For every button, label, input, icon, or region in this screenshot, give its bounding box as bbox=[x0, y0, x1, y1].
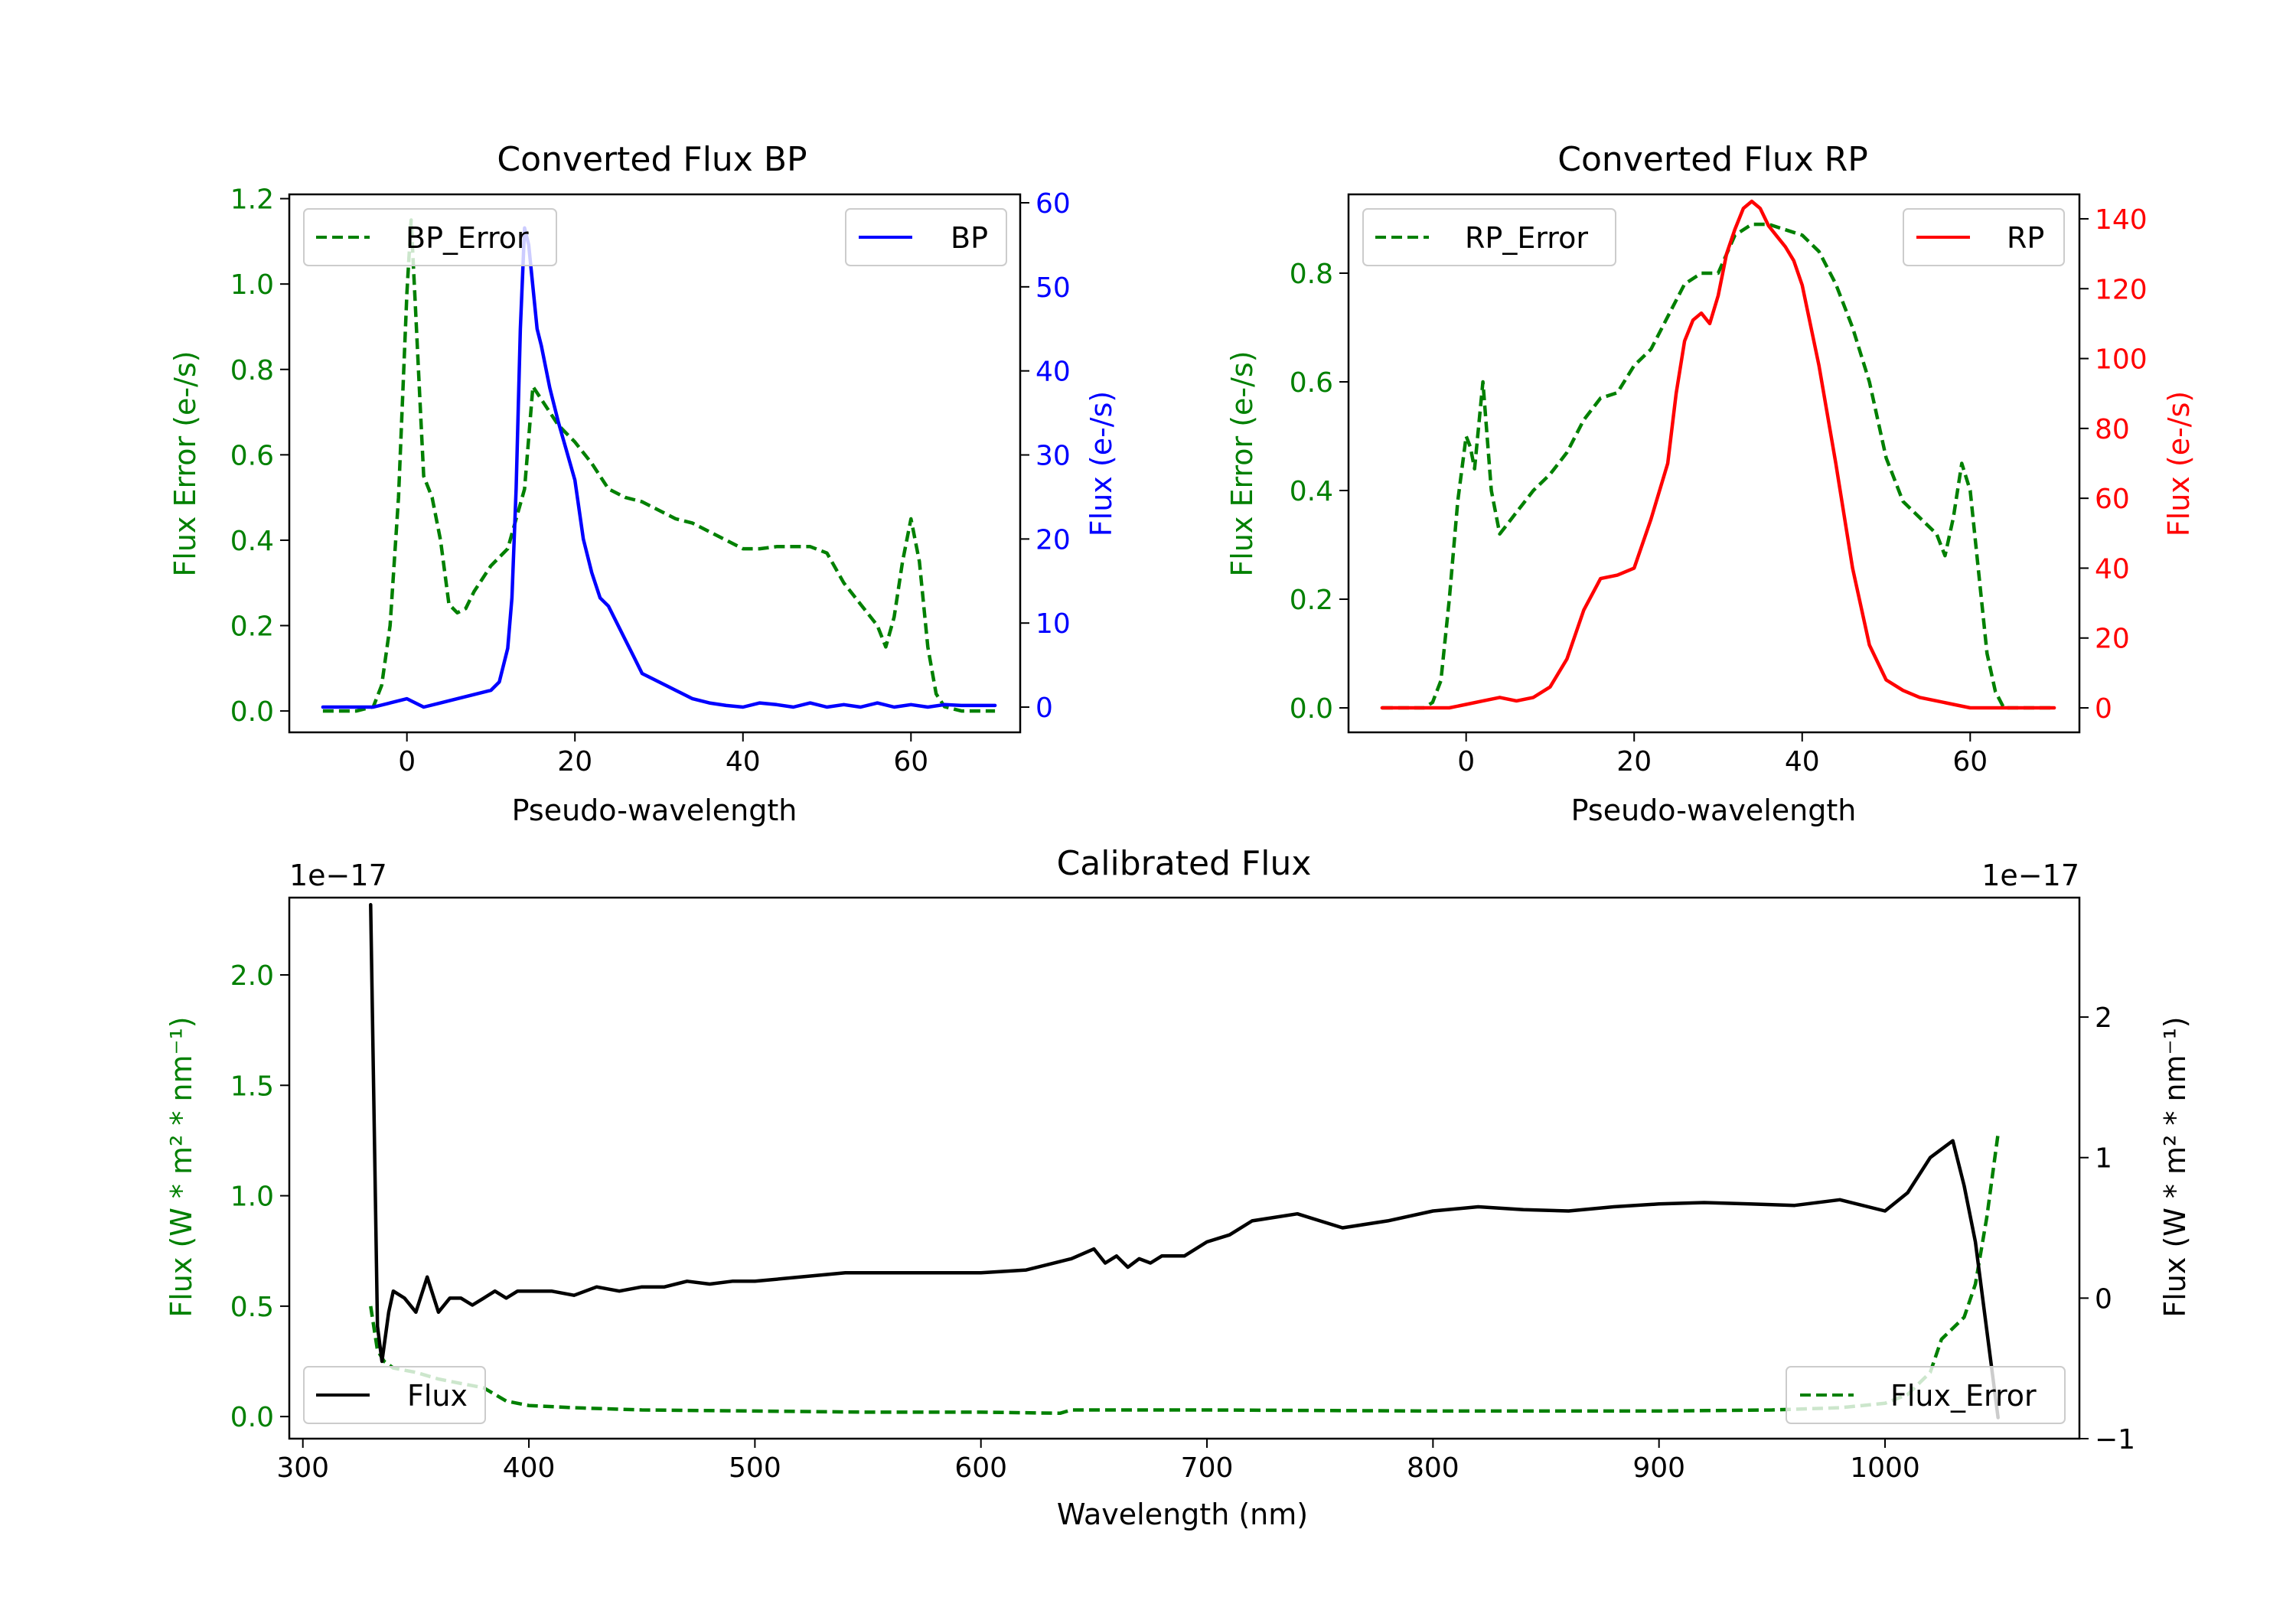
rp-x-tick-label: 40 bbox=[1785, 746, 1820, 777]
bp-x-tick-label: 40 bbox=[726, 746, 761, 777]
panel-calibrated: Calibrated Flux 1e−17 1e−17 300 400 500 600… bbox=[165, 844, 2192, 1531]
bp-y-left-tick-label: 0.0 bbox=[230, 696, 274, 728]
calibrated-offset-left: 1e−17 bbox=[289, 859, 387, 892]
rp-y-left-tick-label: 0.8 bbox=[1290, 259, 1333, 290]
rp-y-left-tick-label: 0.2 bbox=[1290, 585, 1333, 616]
rp-error-legend-label: RP_Error bbox=[1465, 221, 1588, 255]
calibrated-y-left-tick-label: 2.0 bbox=[230, 960, 274, 992]
bp-series-bp-error-line bbox=[322, 218, 996, 713]
bp-legend-label: BP bbox=[951, 221, 988, 255]
bp-y-left-tick-label: 0.2 bbox=[230, 611, 274, 643]
panel-rp: Converted Flux RP 0 20 40 60 0.0 0.2 0.4 0.6 0.8… bbox=[1225, 140, 2196, 827]
bp-y-left-tick-label: 0.6 bbox=[230, 440, 274, 471]
rp-y-right-label: Flux (e-/s) bbox=[2162, 391, 2196, 536]
bp-x-tick-label: 20 bbox=[557, 746, 592, 777]
rp-axes-frame bbox=[1347, 193, 2081, 734]
calibrated-legend-right: Flux_Error bbox=[1786, 1366, 2066, 1424]
calibrated-y-right-tick-label: −1 bbox=[2095, 1424, 2135, 1455]
rp-y-right-tick-label: 80 bbox=[2095, 414, 2130, 445]
rp-y-right-tick-label: 40 bbox=[2095, 553, 2130, 585]
rp-series-rp-error-line bbox=[1381, 222, 2055, 710]
bp-plot-area: 0 20 40 60 0.0 0.2 0.4 0.6 0.8 1.0 1.2 0 10 20 30 40 50 6… bbox=[230, 184, 1071, 777]
calibrated-y-right-tick-label: 2 bbox=[2095, 1002, 2112, 1034]
calibrated-y-left-tick-label: 1.0 bbox=[230, 1182, 274, 1213]
rp-y-right-tick-label: 60 bbox=[2095, 484, 2130, 515]
calibrated-x-tick-label: 500 bbox=[729, 1452, 781, 1484]
bp-y-left-tick-label: 1.0 bbox=[230, 269, 274, 301]
bp-y-left-tick-label: 0.4 bbox=[230, 526, 274, 557]
rp-y-left-label: Flux Error (e-/s) bbox=[1225, 350, 1259, 576]
rp-series-rp-line bbox=[1380, 199, 2056, 710]
bp-x-axis-label: Pseudo-wavelength bbox=[512, 794, 797, 827]
rp-plot-area: 0 20 40 60 0.0 0.2 0.4 0.6 0.8 0 20 40 60 80 100 120 140 bbox=[1290, 199, 2148, 777]
rp-y-right-tick-label: 20 bbox=[2095, 624, 2130, 655]
rp-y-left-tick-label: 0.0 bbox=[1290, 693, 1333, 725]
rp-y-right-tick-label: 120 bbox=[2095, 274, 2148, 305]
bp-y-left-tick-label: 1.2 bbox=[230, 184, 274, 216]
bp-y-right-tick-label: 40 bbox=[1035, 357, 1071, 388]
calibrated-x-tick-label: 1000 bbox=[1850, 1452, 1920, 1484]
bp-legend-right: BP bbox=[845, 208, 1007, 266]
calibrated-x-axis-label: Wavelength (nm) bbox=[1057, 1498, 1308, 1531]
bp-y-left-tick-label: 0.8 bbox=[230, 355, 274, 386]
calibrated-y-left-label: Flux (W * m² * nm⁻¹) bbox=[165, 1016, 198, 1317]
bp-y-right-tick-label: 60 bbox=[1035, 188, 1071, 220]
calibrated-x-tick-label: 300 bbox=[276, 1452, 329, 1484]
calibrated-y-right-tick-label: 0 bbox=[2095, 1283, 2112, 1315]
bp-y-left-label: Flux Error (e-/s) bbox=[168, 350, 202, 576]
bp-y-right-tick-label: 10 bbox=[1035, 608, 1071, 640]
rp-x-tick-label: 60 bbox=[1952, 746, 1988, 777]
rp-y-left-tick-label: 0.4 bbox=[1290, 476, 1333, 507]
bp-x-tick-label: 60 bbox=[893, 746, 928, 777]
calibrated-flux-legend-label: Flux bbox=[407, 1379, 468, 1413]
bp-x-tick-label: 0 bbox=[398, 746, 416, 777]
bp-title: Converted Flux BP bbox=[497, 140, 807, 179]
bp-y-right-tick-label: 20 bbox=[1035, 524, 1071, 556]
bp-axes-frame bbox=[288, 193, 1022, 734]
rp-y-left-tick-label: 0.6 bbox=[1290, 367, 1333, 399]
calibrated-x-tick-label: 900 bbox=[1632, 1452, 1685, 1484]
panel-bp: Converted Flux BP 0 20 40 60 0.0 0.2 0.4 0.6 0.8… bbox=[168, 140, 1118, 827]
calibrated-axes-frame bbox=[288, 896, 2081, 1440]
rp-y-right-tick-label: 100 bbox=[2095, 344, 2148, 376]
calibrated-legend-left: Flux bbox=[303, 1366, 486, 1424]
rp-x-axis-label: Pseudo-wavelength bbox=[1571, 794, 1857, 827]
rp-legend-right: RP bbox=[1903, 208, 2065, 266]
bp-y-right-label: Flux (e-/s) bbox=[1084, 391, 1118, 536]
rp-y-right-tick-label: 140 bbox=[2095, 204, 2148, 236]
calibrated-y-right-tick-label: 1 bbox=[2095, 1143, 2112, 1175]
bp-legend-left: BP_Error bbox=[303, 208, 557, 266]
bp-y-right-tick-label: 0 bbox=[1035, 693, 1053, 724]
calibrated-y-left-tick-label: 1.5 bbox=[230, 1071, 274, 1102]
bp-series-bp-line bbox=[321, 226, 997, 709]
rp-legend-left: RP_Error bbox=[1362, 208, 1616, 266]
calibrated-y-right-label: Flux (W * m² * nm⁻¹) bbox=[2158, 1016, 2192, 1317]
calibrated-x-tick-label: 600 bbox=[954, 1452, 1007, 1484]
calibrated-series-flux-line bbox=[369, 902, 2000, 1420]
calibrated-title: Calibrated Flux bbox=[1057, 844, 1312, 883]
calibrated-y-left-tick-label: 0.5 bbox=[230, 1292, 274, 1323]
bp-y-right-tick-label: 50 bbox=[1035, 272, 1071, 304]
rp-legend-label: RP bbox=[2007, 221, 2044, 255]
calibrated-x-tick-label: 800 bbox=[1407, 1452, 1459, 1484]
calibrated-y-left-tick-label: 0.0 bbox=[230, 1402, 274, 1433]
calibrated-flux-error-legend-label: Flux_Error bbox=[1890, 1379, 2037, 1413]
rp-y-right-tick-label: 0 bbox=[2095, 693, 2112, 725]
calibrated-plot-area: 300 400 500 600 700 800 900 1000 0.0 0.5 1.0 1.5 2.0… bbox=[230, 902, 2135, 1484]
rp-x-tick-label: 0 bbox=[1457, 746, 1475, 777]
calibrated-x-tick-label: 700 bbox=[1181, 1452, 1234, 1484]
rp-title: Converted Flux RP bbox=[1557, 140, 1868, 179]
bp-error-legend-label: BP_Error bbox=[406, 221, 529, 255]
rp-x-tick-label: 20 bbox=[1616, 746, 1652, 777]
calibrated-x-tick-label: 400 bbox=[503, 1452, 556, 1484]
calibrated-offset-right: 1e−17 bbox=[1981, 859, 2079, 892]
bp-y-right-tick-label: 30 bbox=[1035, 441, 1071, 472]
